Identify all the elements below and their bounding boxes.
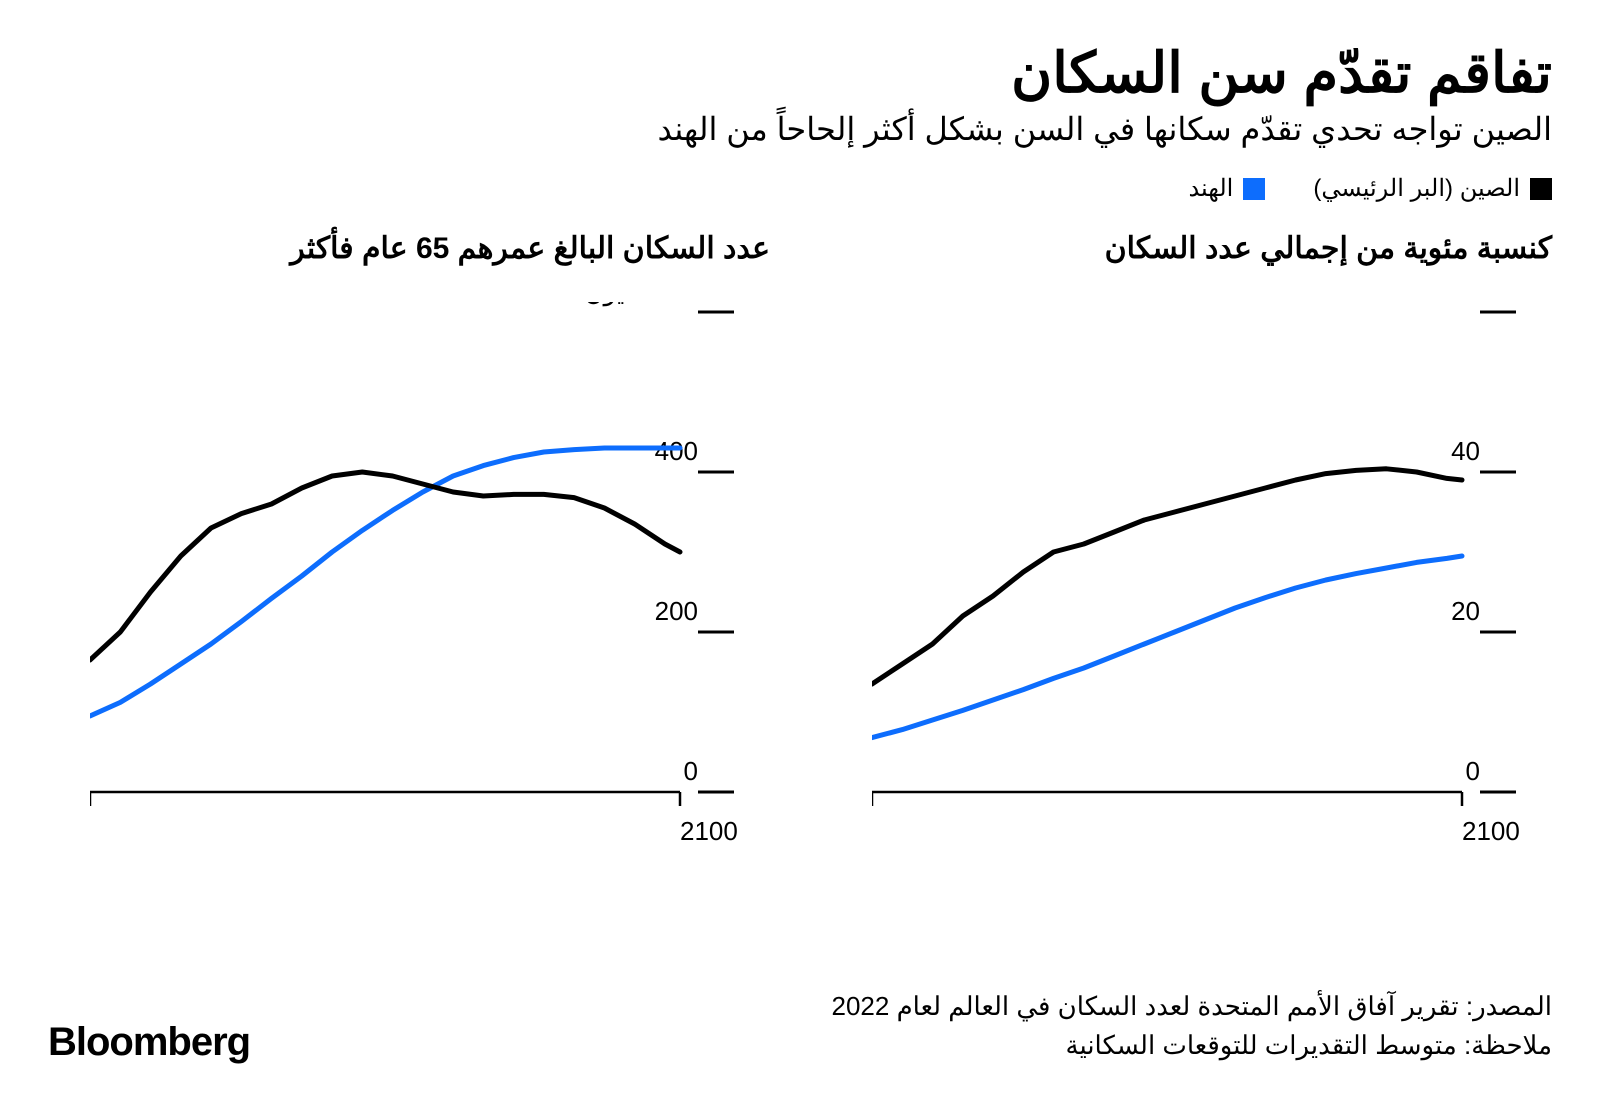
chart-right-body: 2022210002040%60 xyxy=(830,302,1552,882)
svg-text:400: 400 xyxy=(655,436,698,466)
svg-text:2100: 2100 xyxy=(680,816,738,846)
legend-label-india: الهند xyxy=(1188,174,1233,203)
legend-swatch-india xyxy=(1243,178,1265,200)
svg-text:0: 0 xyxy=(684,756,698,786)
chart-svg: 2022210002040%60 xyxy=(872,302,1552,852)
charts-row: عدد السكان البالغ عمرهم 65 عام فأكثر 20 2… xyxy=(48,231,1552,882)
legend-label-china: الصين (البر الرئيسي) xyxy=(1313,174,1520,203)
svg-text:2100: 2100 xyxy=(1462,816,1520,846)
chart-main-title: تفاقم تقدّم سن السكان xyxy=(48,40,1552,106)
legend-item-china: الصين (البر الرئيسي) xyxy=(1313,174,1552,203)
chart-panel-population-count: عدد السكان البالغ عمرهم 65 عام فأكثر 202… xyxy=(48,231,770,882)
chart-subtitle: الصين تواجه تحدي تقدّم سكانها في السن بش… xyxy=(48,110,1552,148)
legend-item-india: الهند xyxy=(1188,174,1265,203)
footer-text: المصدر: تقرير آفاق الأمم المتحدة لعدد ال… xyxy=(832,987,1552,1065)
chart-left-title: عدد السكان البالغ عمرهم 65 عام فأكثر xyxy=(48,231,770,266)
brand-logo: Bloomberg xyxy=(48,1020,250,1065)
footer-source: المصدر: تقرير آفاق الأمم المتحدة لعدد ال… xyxy=(832,987,1552,1026)
legend-swatch-china xyxy=(1530,178,1552,200)
legend: الصين (البر الرئيسي) الهند xyxy=(48,174,1552,203)
series-line-china xyxy=(872,469,1462,684)
series-line-china xyxy=(90,472,680,660)
svg-text:600 مليون: 600 مليون xyxy=(584,302,698,307)
chart-right-title: كنسبة مئوية من إجمالي عدد السكان xyxy=(830,231,1552,266)
footer: المصدر: تقرير آفاق الأمم المتحدة لعدد ال… xyxy=(48,987,1552,1065)
svg-text:%60: %60 xyxy=(1428,302,1480,306)
series-line-india xyxy=(872,556,1462,738)
series-line-india xyxy=(90,448,680,716)
chart-panel-percent: كنسبة مئوية من إجمالي عدد السكان 2022210… xyxy=(830,231,1552,882)
svg-text:20: 20 xyxy=(1451,596,1480,626)
svg-text:40: 40 xyxy=(1451,436,1480,466)
svg-text:0: 0 xyxy=(1466,756,1480,786)
svg-text:200: 200 xyxy=(655,596,698,626)
chart-left-body: 202221000200400600 مليون xyxy=(48,302,770,882)
footer-note: ملاحظة: متوسط التقديرات للتوقعات السكاني… xyxy=(832,1026,1552,1065)
chart-svg: 202221000200400600 مليون xyxy=(90,302,770,852)
